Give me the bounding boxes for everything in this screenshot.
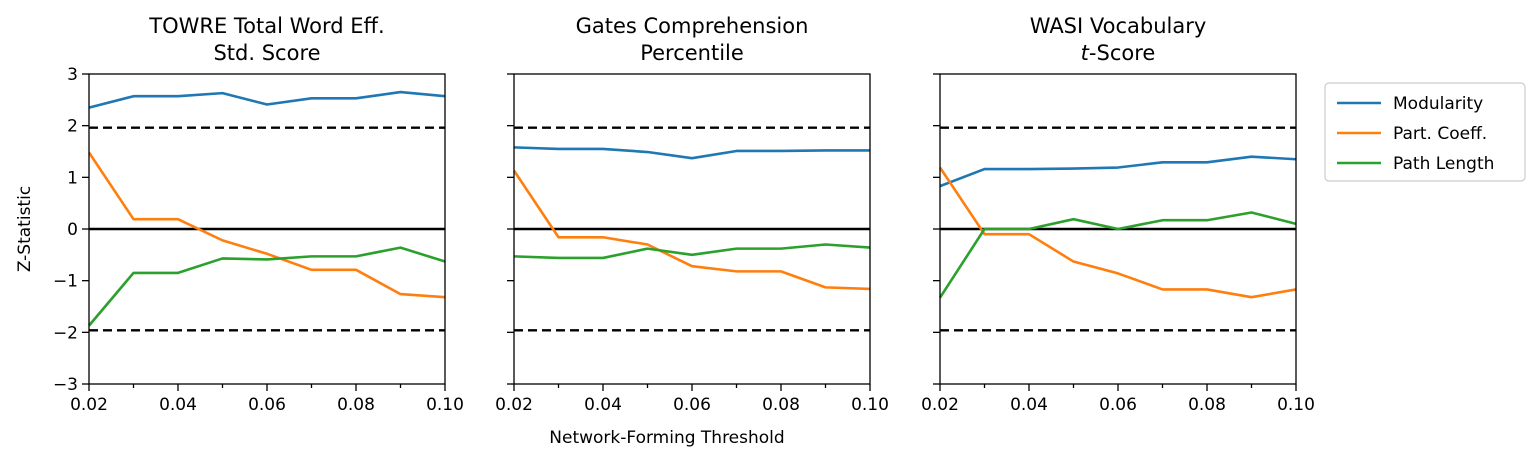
panel-1-series-part-coeff — [87, 151, 446, 299]
panel-2-series-modularity — [513, 146, 870, 160]
panel-2-x-tick-label: 0.02 — [495, 395, 533, 415]
panel-3-title-rest: -Score — [1089, 41, 1155, 65]
panel-1-series-modularity — [88, 90, 446, 109]
y-tick-label: −2 — [53, 323, 78, 343]
panel-1-x-tick-label: 0.08 — [337, 395, 375, 415]
panel-3-plot-area: 0.02 0.04 0.06 0.08 0.10 — [921, 73, 1315, 415]
panel-1-title-line2: Std. Score — [213, 41, 320, 65]
y-tick-label: 0 — [67, 220, 78, 240]
panel-2-title-line2: Percentile — [640, 41, 744, 65]
panel-2-x-tick-label: 0.10 — [851, 395, 889, 415]
panel-1-series-path-length — [88, 246, 446, 327]
panel-3-title-italic: t — [1081, 41, 1090, 65]
panel-3-x-tick-label: 0.04 — [1010, 395, 1048, 415]
panel-gates: Gates Comprehension Percentile 0.02 0.04 0… — [495, 14, 889, 415]
legend-label-path-length: Path Length — [1393, 154, 1494, 174]
panel-2-series-part-coeff — [512, 169, 871, 291]
panel-2-x-tick-label: 0.04 — [584, 395, 622, 415]
panel-wasi: WASI Vocabulary t-Score 0.02 0.04 0.06 0.08… — [921, 14, 1315, 415]
panel-towre: TOWRE Total Word Eff. Std. Score 0.02 0.0… — [53, 14, 464, 415]
y-tick-label: 2 — [67, 117, 78, 137]
panel-3-title-line2: t-Score — [1081, 41, 1156, 65]
y-tick-label: 1 — [67, 168, 78, 188]
panel-2-plot-area: 0.02 0.04 0.06 0.08 0.10 — [495, 73, 889, 415]
panel-3-x-tick-label: 0.06 — [1099, 395, 1137, 415]
panel-1-x-tick-label: 0.06 — [248, 395, 286, 415]
panel-1-title-line1: TOWRE Total Word Eff. — [148, 14, 384, 38]
legend-label-modularity: Modularity — [1393, 94, 1483, 114]
y-axis-label: Z-Statistic — [15, 186, 35, 272]
panel-3-x-tick-label: 0.02 — [921, 395, 959, 415]
panel-3-x-tick-label: 0.08 — [1188, 395, 1226, 415]
panel-3-series-modularity — [939, 155, 1297, 188]
panel-2-x-tick-label: 0.08 — [762, 395, 800, 415]
panel-2-series-path-length — [513, 243, 871, 260]
legend: Modularity Part. Coeff. Path Length — [1324, 82, 1526, 182]
panel-3-x-tick-label: 0.10 — [1277, 395, 1315, 415]
panel-1-x-tick-label: 0.02 — [70, 395, 108, 415]
y-tick-label: −1 — [53, 272, 78, 292]
panel-2-x-tick-label: 0.06 — [673, 395, 711, 415]
panel-2-title-line1: Gates Comprehension — [576, 14, 809, 38]
legend-frame — [1324, 82, 1526, 182]
panel-1-plot-area: 0.02 0.04 0.06 0.08 0.10 3 2 1 0 −1 −2 −3 — [53, 65, 464, 415]
y-tick-label: 3 — [67, 65, 78, 85]
panel-1-x-tick-label: 0.10 — [426, 395, 464, 415]
legend-label-part-coeff: Part. Coeff. — [1393, 124, 1487, 144]
y-tick-label: −3 — [53, 375, 78, 395]
x-axis-label: Network-Forming Threshold — [549, 428, 784, 448]
panel-3-series-path-length — [938, 211, 1297, 299]
panel-3-title-line1: WASI Vocabulary — [1030, 14, 1207, 38]
panel-3-series-part-coeff — [938, 166, 1297, 299]
panel-1-x-tick-label: 0.04 — [159, 395, 197, 415]
